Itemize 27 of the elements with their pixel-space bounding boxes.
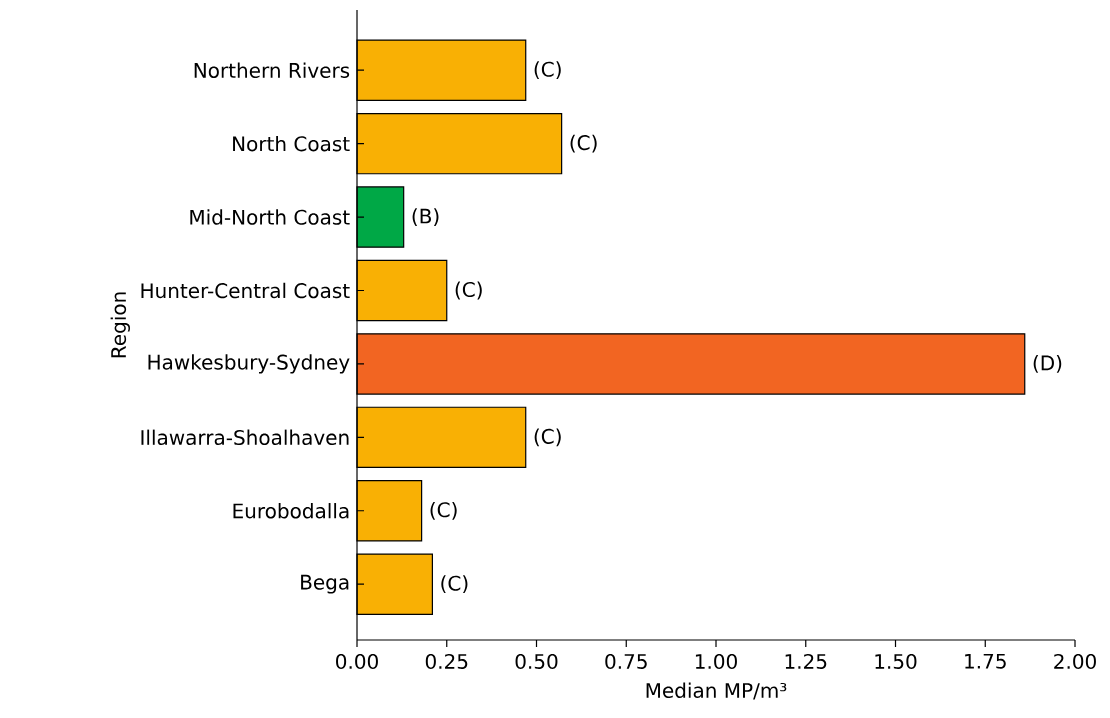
annotation: (D) — [1033, 355, 1062, 373]
x-tick-label: 1.50 — [875, 653, 917, 669]
x-tick-label: 1.25 — [785, 653, 827, 669]
annotation: (C) — [441, 575, 468, 594]
annotation: (B) — [412, 208, 439, 226]
annotation: (C) — [455, 281, 482, 300]
y-tick-label: North Coast — [233, 135, 350, 152]
annotation: (C) — [534, 61, 561, 80]
y-tick-label: Northern Rivers — [194, 62, 350, 78]
x-axis-title: Median MP/m³ — [646, 682, 787, 700]
x-tick-label: 0.25 — [425, 653, 468, 669]
x-tick-label: 1.00 — [695, 653, 737, 669]
annotation: (C) — [534, 428, 561, 447]
y-tick-label: Mid-North Coast — [190, 209, 350, 225]
annotation: (C) — [570, 134, 597, 153]
y-axis-title: Region — [110, 292, 130, 358]
y-tick-label: Bega — [301, 574, 349, 594]
y-tick-label: Hunter-Central Coast — [141, 282, 350, 299]
x-tick-label: 0.75 — [605, 653, 647, 669]
x-tick-label: 1.75 — [965, 653, 1006, 669]
x-tick-label: 0.50 — [515, 653, 558, 669]
y-tick-label: Hawkesbury-Sydney — [148, 354, 350, 374]
x-tick-label: 0.00 — [336, 653, 378, 669]
y-tick-label: Eurobodalla — [233, 503, 349, 519]
y-tick-label: Illawarra-Shoalhaven — [141, 429, 349, 446]
x-tick-label: 2.00 — [1054, 653, 1096, 669]
annotation: (C) — [430, 501, 457, 520]
